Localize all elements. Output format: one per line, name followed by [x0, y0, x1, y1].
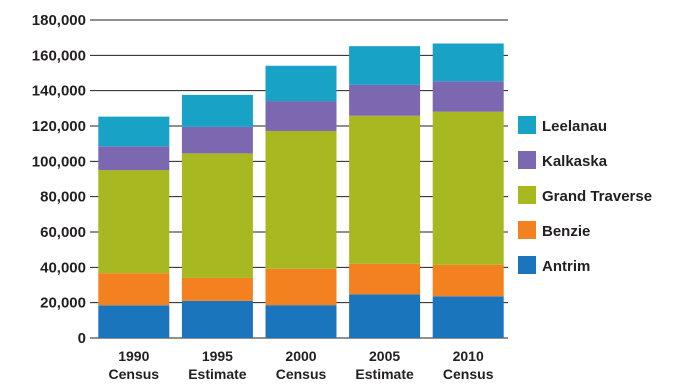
- bar-segment-antrim: [265, 305, 337, 338]
- y-tick-label: 80,000: [40, 189, 86, 206]
- bar-segment-kalkaska: [98, 146, 170, 171]
- legend-swatch: [518, 221, 536, 239]
- x-category-label: Estimate: [188, 366, 247, 382]
- y-axis-tick-labels: 0 20,000 40,000 60,000 80,000 100,000 120,000 1…: [32, 12, 86, 347]
- bar-segment-antrim: [432, 296, 504, 338]
- bar-segment-benzie: [432, 264, 504, 297]
- legend-label: Antrim: [542, 258, 590, 275]
- bar-segment-antrim: [349, 294, 421, 338]
- y-tick-label: 0: [78, 330, 86, 347]
- y-tick-label: 140,000: [32, 83, 86, 100]
- bar-segment-grand-traverse: [265, 130, 337, 269]
- bar-segment-benzie: [98, 273, 170, 306]
- y-tick-label: 60,000: [40, 224, 86, 241]
- y-tick-label: 100,000: [32, 153, 86, 170]
- bar-segment-leelanau: [432, 43, 504, 82]
- bar-segment-leelanau: [349, 46, 421, 85]
- bar-segment-leelanau: [265, 65, 337, 102]
- bar-segment-grand-traverse: [432, 111, 504, 265]
- bar-segment-leelanau: [181, 94, 253, 127]
- bar-segment-grand-traverse: [98, 170, 170, 274]
- legend-label: Benzie: [542, 223, 590, 240]
- x-category-label: 2000: [285, 348, 316, 364]
- bar-segment-kalkaska: [181, 126, 253, 154]
- legend-swatch: [518, 256, 536, 274]
- x-category-label: 2010: [453, 348, 484, 364]
- y-tick-label: 20,000: [40, 295, 86, 312]
- legend-label: Kalkaska: [542, 153, 608, 170]
- legend-label: Leelanau: [542, 118, 607, 135]
- bar-segment-benzie: [265, 268, 337, 306]
- bars: [98, 43, 504, 338]
- x-category-label: Census: [109, 366, 160, 382]
- bar-segment-benzie: [349, 263, 421, 295]
- legend-label: Grand Traverse: [542, 188, 652, 205]
- legend-swatch: [518, 186, 536, 204]
- legend: Leelanau Kalkaska Grand Traverse Benzie Antr…: [518, 116, 652, 275]
- y-tick-label: 120,000: [32, 118, 86, 135]
- bar-segment-grand-traverse: [181, 153, 253, 278]
- legend-swatch: [518, 151, 536, 169]
- bar-segment-kalkaska: [349, 84, 421, 116]
- x-category-label: 1990: [118, 348, 149, 364]
- x-category-label: 2005: [369, 348, 400, 364]
- y-tick-label: 180,000: [32, 12, 86, 29]
- y-tick-label: 40,000: [40, 259, 86, 276]
- bar-segment-leelanau: [98, 116, 170, 147]
- bar-segment-benzie: [181, 277, 253, 301]
- x-category-label: 1995: [202, 348, 233, 364]
- x-category-label: Census: [443, 366, 494, 382]
- x-category-label: Estimate: [355, 366, 414, 382]
- bar-segment-kalkaska: [265, 101, 337, 131]
- x-axis-category-labels: 1990 Census 1995 Estimate 2000 Census 2005 Esti…: [109, 348, 494, 382]
- bar-segment-antrim: [98, 305, 170, 338]
- bar-segment-kalkaska: [432, 81, 504, 112]
- bar-segment-antrim: [181, 300, 253, 338]
- x-category-label: Census: [276, 366, 327, 382]
- y-tick-label: 160,000: [32, 47, 86, 64]
- bar-segment-grand-traverse: [349, 115, 421, 264]
- legend-swatch: [518, 116, 536, 134]
